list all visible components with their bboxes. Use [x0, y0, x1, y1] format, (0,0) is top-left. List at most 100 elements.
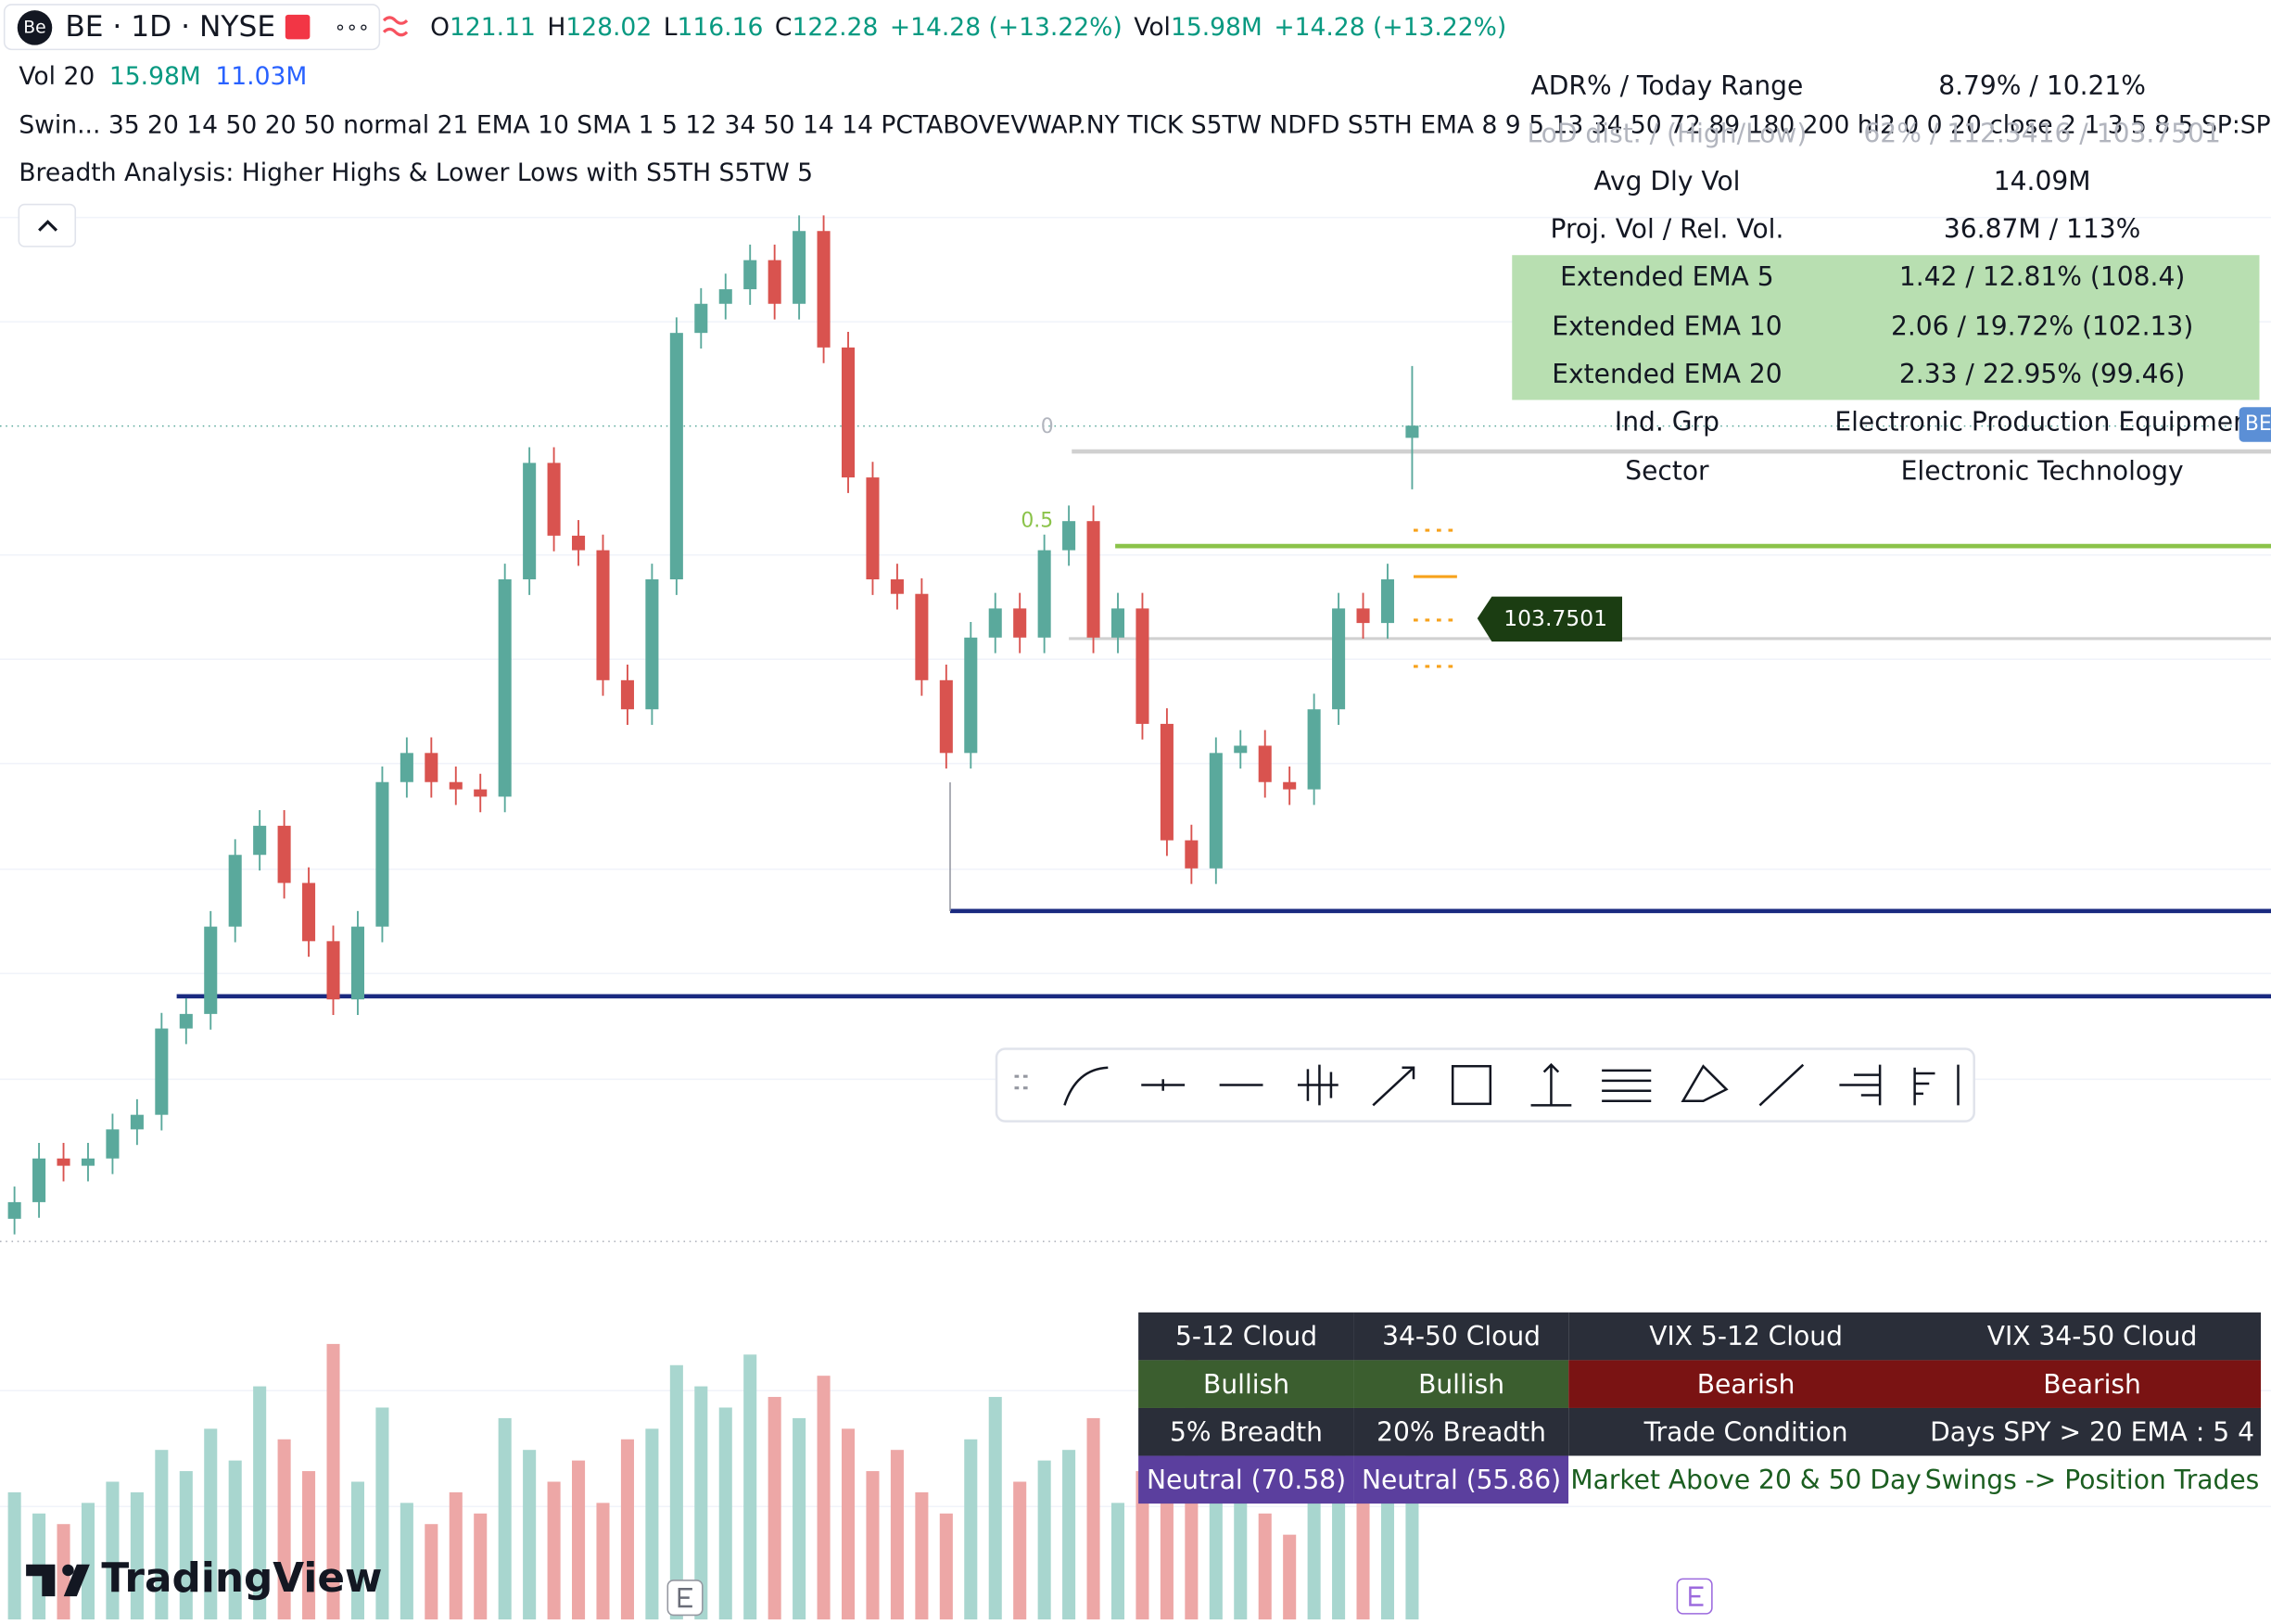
info-value: Electronic Production Equipmen [1834, 406, 2250, 437]
tool-fib[interactable] [1602, 1069, 1652, 1102]
tool-arrow[interactable] [1372, 1066, 1415, 1107]
brand-logo-dot [62, 1564, 74, 1577]
volume-bar [1062, 1450, 1076, 1620]
volume-bar [817, 1376, 831, 1620]
volume-bar [523, 1450, 537, 1620]
volume-bar [1037, 1460, 1051, 1620]
ohlc-value: 116.16 [678, 12, 764, 41]
candle-body [130, 1114, 144, 1130]
candle-body [645, 579, 659, 710]
candle-body [498, 579, 512, 797]
symbol-box[interactable] [3, 4, 381, 51]
drawing-toolbar [995, 1047, 1975, 1123]
volume-bar [1356, 1481, 1370, 1620]
candle-body [817, 231, 831, 348]
toolbar-background [995, 1047, 1975, 1123]
candle-body [866, 477, 880, 580]
info-value: 2.33 / 22.95% (99.46) [1899, 359, 2185, 389]
volume-bar [253, 1386, 267, 1620]
candle-body [350, 926, 364, 1000]
swing-indicator: Swin... 35 20 14 50 20 50 normal 21 EMA … [19, 111, 2271, 140]
volume-bar [669, 1364, 683, 1620]
volume-bar [449, 1491, 463, 1620]
status-cell [1353, 1312, 1569, 1361]
info-value: Electronic Technology [1901, 456, 2184, 487]
volume-bar [179, 1471, 193, 1620]
candle-body [890, 579, 904, 594]
tool-hline-ray[interactable] [1141, 1079, 1186, 1091]
volume-bar [596, 1503, 610, 1620]
info-label: ADR% / Today Range [1531, 70, 1804, 101]
volume-bar [620, 1439, 634, 1620]
status-cell [1353, 1407, 1569, 1456]
brand-name: TradingView [101, 1554, 382, 1602]
toolbar-handle[interactable] [1014, 1074, 1028, 1090]
volume-bar [718, 1407, 732, 1620]
status-cell [1138, 1312, 1354, 1361]
volume-bar [81, 1503, 95, 1620]
indicator-value: 11.03M [215, 62, 307, 91]
status-text: Neutral (70.58) [1147, 1465, 1346, 1495]
volume-bar [964, 1439, 978, 1620]
status-cell [1353, 1360, 1569, 1408]
candle-body [204, 926, 218, 1014]
candle-body [1380, 579, 1395, 624]
status-cell [1923, 1407, 2262, 1456]
volume-bar [155, 1450, 169, 1620]
volume-bar [425, 1524, 438, 1620]
tool-fixed-range[interactable] [1913, 1064, 1960, 1106]
price-tag: 103.7501 [1503, 605, 1607, 631]
markers [1414, 528, 1457, 668]
tool-trendline[interactable] [1758, 1063, 1805, 1107]
events-glyph [678, 1588, 692, 1608]
flag[interactable] [285, 14, 311, 40]
tool-price-range[interactable] [1530, 1062, 1572, 1107]
status-text: 34-50 Cloud [1382, 1321, 1541, 1351]
status-text: Bullish [1203, 1369, 1289, 1400]
info-value: 62% / 112.3416 / 103.7501 [1863, 119, 2220, 149]
volume-bar [1258, 1513, 1272, 1620]
info-label: Proj. Vol / Rel. Vol. [1550, 214, 1783, 245]
change: +14.28 (+13.22%) [890, 12, 1123, 41]
volume-bar [547, 1481, 561, 1620]
tool-curve[interactable] [1063, 1066, 1109, 1106]
tool-volume-profile[interactable] [1839, 1064, 1882, 1106]
volume-bar [277, 1439, 291, 1620]
volume-bar [1136, 1471, 1149, 1620]
volume-bar [743, 1354, 757, 1620]
volume-bar [350, 1481, 364, 1620]
collapse-button[interactable] [18, 203, 77, 247]
candle-body [106, 1129, 120, 1159]
ohlc-label: H [547, 12, 565, 41]
badge-bg [2239, 407, 2271, 442]
ohlc: O121.11 H128.02 L116.16 C122.28 +14.28 (+13.… [430, 12, 1506, 41]
volume-indicator: Vol 20 15.98M 11.03M [19, 62, 307, 91]
status-text: Bearish [1697, 1369, 1795, 1400]
badge: BE [2245, 412, 2271, 436]
more-button[interactable]: ∘∘∘ [335, 16, 370, 38]
status-text: VIX 5-12 Cloud [1649, 1321, 1843, 1351]
volume-bar [326, 1343, 340, 1620]
compare-icon[interactable] [382, 16, 409, 37]
info-table: ADR% / Today Range 8.79% / 10.21% LoD dist… [1512, 70, 2271, 487]
volume-bar [228, 1460, 242, 1620]
fib-label: 0.5 [1021, 510, 1053, 533]
collapse-icon [38, 220, 58, 232]
status-cell [1923, 1360, 2262, 1408]
candle-body [277, 825, 291, 883]
candle-body [523, 463, 537, 580]
candle-body [1234, 745, 1248, 754]
vol-label: Vol [1134, 12, 1171, 41]
candle-body [743, 260, 757, 290]
status-text: Trade Condition [1643, 1416, 1848, 1447]
candle-body [1258, 745, 1272, 782]
candle-body [694, 303, 708, 334]
tool-rectangle[interactable] [1451, 1064, 1492, 1106]
candle-body [572, 535, 586, 551]
tool-eraser[interactable] [1681, 1064, 1729, 1102]
tool-projection[interactable] [1298, 1064, 1338, 1106]
volume-bar [1234, 1481, 1248, 1620]
info-label: Extended EMA 20 [1552, 359, 1782, 389]
status-cell [1568, 1312, 1923, 1361]
info-label: Extended EMA 10 [1552, 311, 1782, 341]
